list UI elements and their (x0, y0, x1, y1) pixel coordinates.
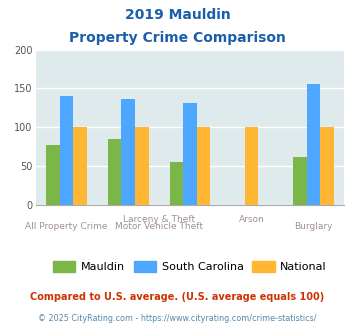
Text: Compared to U.S. average. (U.S. average equals 100): Compared to U.S. average. (U.S. average … (31, 292, 324, 302)
Bar (135, 127, 148, 205)
Bar (170, 162, 183, 205)
Bar (108, 139, 121, 205)
Bar (121, 99, 135, 205)
Legend: Mauldin, South Carolina, National: Mauldin, South Carolina, National (49, 257, 331, 277)
Bar (46, 145, 60, 205)
Bar (73, 127, 87, 205)
Bar (183, 103, 197, 205)
Text: © 2025 CityRating.com - https://www.cityrating.com/crime-statistics/: © 2025 CityRating.com - https://www.city… (38, 314, 317, 323)
Text: All Property Crime: All Property Crime (25, 222, 108, 231)
Text: Burglary: Burglary (294, 222, 333, 231)
Bar (197, 127, 210, 205)
Text: Larceny & Theft: Larceny & Theft (123, 215, 195, 224)
Text: Motor Vehicle Theft: Motor Vehicle Theft (115, 222, 203, 231)
Bar (320, 127, 334, 205)
Bar (307, 83, 320, 205)
Bar (245, 127, 258, 205)
Text: Property Crime Comparison: Property Crime Comparison (69, 31, 286, 45)
Text: Arson: Arson (239, 215, 264, 224)
Text: 2019 Mauldin: 2019 Mauldin (125, 8, 230, 22)
Bar (293, 157, 307, 205)
Bar (60, 96, 73, 205)
